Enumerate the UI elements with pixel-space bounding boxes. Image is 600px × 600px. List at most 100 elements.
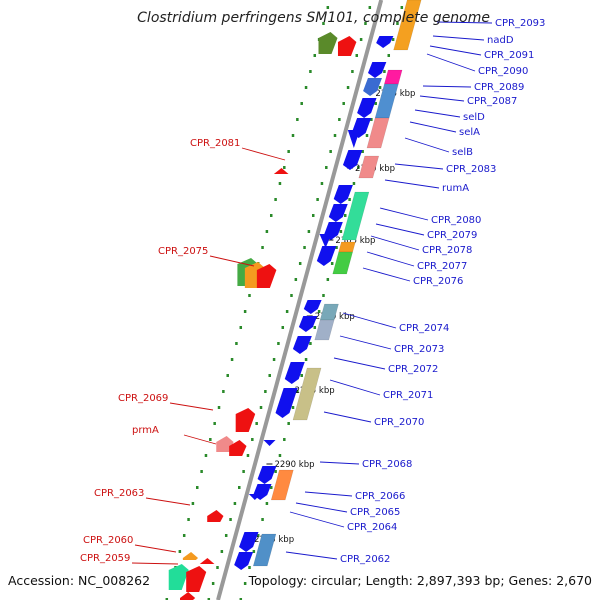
gene-label-forward[interactable]: CPR_2079 (427, 230, 477, 241)
gene-label-reverse[interactable]: CPR_2075 (158, 246, 208, 257)
feature-block[interactable] (252, 533, 277, 567)
forward-gene-arrow[interactable] (292, 336, 312, 354)
forward-gene-arrow[interactable] (257, 466, 277, 484)
reverse-gene-arrow[interactable] (207, 510, 224, 522)
gene-label-forward[interactable]: CPR_2071 (383, 390, 433, 401)
forward-gene-arrow[interactable] (248, 494, 261, 500)
gene-label-forward[interactable]: CPR_2078 (422, 245, 472, 256)
gene-label-forward[interactable]: selA (459, 127, 480, 138)
forward-gene-arrow[interactable] (357, 98, 377, 118)
reverse-gene-arrow[interactable] (229, 440, 247, 456)
reverse-gene-arrow[interactable] (235, 408, 256, 432)
gene-label-forward[interactable]: CPR_2076 (413, 276, 463, 287)
gene-label-forward[interactable]: nadD (487, 35, 514, 46)
feature-block[interactable] (338, 241, 356, 253)
gene-label-forward[interactable]: rumA (442, 183, 469, 194)
gene-label-forward[interactable]: CPR_2093 (495, 18, 545, 29)
track-dot (220, 550, 224, 553)
track-dot (187, 518, 190, 521)
reverse-gene-arrow[interactable] (337, 36, 357, 56)
track-dot (396, 22, 399, 25)
gene-label-reverse[interactable]: prmA (132, 425, 159, 436)
gene-label-reverse[interactable]: CPR_2059 (80, 553, 130, 564)
track-dot (365, 134, 369, 137)
track-dot (182, 534, 186, 537)
reverse-gene-arrow[interactable] (168, 564, 189, 590)
gene-label-forward[interactable]: CPR_2066 (355, 491, 405, 502)
forward-gene-arrow[interactable] (275, 388, 298, 418)
gene-label-forward[interactable]: CPR_2077 (417, 261, 467, 272)
forward-gene-arrow[interactable] (342, 150, 363, 170)
forward-gene-arrow[interactable] (234, 552, 254, 570)
track-dot (304, 86, 308, 89)
reverse-gene-arrow[interactable] (318, 32, 338, 54)
feature-block[interactable] (292, 367, 322, 421)
reverse-gene-arrow[interactable] (186, 566, 207, 592)
gene-label-forward[interactable]: CPR_2073 (394, 344, 444, 355)
forward-track-dots (239, 6, 404, 600)
track-dot (269, 214, 273, 217)
gene-label-forward[interactable]: CPR_2074 (399, 323, 449, 334)
feature-block[interactable] (332, 251, 353, 275)
gene-label-forward[interactable]: CPR_2062 (340, 554, 390, 565)
gene-label-forward[interactable]: CPR_2064 (347, 522, 397, 533)
reverse-gene-arrow[interactable] (256, 264, 277, 288)
gene-label-forward[interactable]: CPR_2068 (362, 459, 412, 470)
track-dot (255, 422, 258, 425)
gene-label-forward[interactable]: CPR_2070 (374, 417, 424, 428)
gene-label-forward[interactable]: selD (463, 112, 485, 123)
reverse-gene-arrow[interactable] (273, 168, 289, 174)
feature-block[interactable] (314, 319, 335, 341)
label-leader-line (342, 312, 397, 329)
track-dot (304, 358, 308, 361)
gene-label-forward[interactable]: CPR_2065 (350, 507, 400, 518)
gene-label-forward[interactable]: CPR_2090 (478, 66, 528, 77)
gene-label-forward[interactable]: CPR_2091 (484, 50, 534, 61)
forward-gene-arrow[interactable] (284, 362, 305, 384)
track-dot (378, 86, 382, 89)
track-dot (330, 262, 334, 265)
forward-gene-arrow[interactable] (347, 130, 360, 148)
track-dot (325, 166, 328, 169)
feature-block[interactable] (341, 191, 370, 241)
gene-label-forward[interactable]: selB (452, 147, 473, 158)
feature-block[interactable] (393, 0, 422, 51)
forward-gene-arrow[interactable] (319, 234, 332, 248)
gene-label-reverse[interactable]: CPR_2081 (190, 138, 240, 149)
gene-label-reverse[interactable]: CPR_2069 (118, 393, 168, 404)
forward-gene-arrow[interactable] (303, 300, 322, 314)
gene-label-forward[interactable]: CPR_2089 (474, 82, 524, 93)
label-leader-line (429, 45, 482, 56)
label-leader-line (183, 434, 217, 445)
forward-gene-arrow[interactable] (367, 62, 387, 78)
gene-label-forward[interactable]: CPR_2072 (388, 364, 438, 375)
forward-gene-arrow[interactable] (363, 78, 382, 96)
gene-label-forward[interactable]: CPR_2083 (446, 164, 496, 175)
feature-block[interactable] (384, 69, 403, 85)
reverse-gene-arrow[interactable] (180, 592, 196, 600)
gene-label-forward[interactable]: CPR_2080 (431, 215, 481, 226)
forward-gene-arrow[interactable] (316, 246, 337, 266)
forward-gene-arrow[interactable] (263, 440, 276, 446)
reverse-gene-arrow[interactable] (182, 552, 199, 560)
forward-gene-arrow[interactable] (298, 316, 318, 332)
feature-block[interactable] (270, 469, 294, 501)
forward-gene-arrow[interactable] (333, 185, 353, 204)
reverse-gene-arrow[interactable] (199, 558, 215, 564)
gene-label-reverse[interactable]: CPR_2063 (94, 488, 144, 499)
track-dot (239, 598, 243, 600)
gene-label-reverse[interactable]: CPR_2060 (83, 535, 133, 546)
forward-gene-arrow[interactable] (376, 36, 394, 48)
feature-block[interactable] (358, 155, 380, 179)
track-dot (261, 518, 264, 521)
track-dot (278, 182, 282, 185)
label-leader-line (304, 491, 353, 497)
track-dot (313, 54, 317, 57)
gene-label-forward[interactable]: CPR_2087 (467, 96, 517, 107)
forward-gene-arrow[interactable] (239, 532, 259, 552)
track-dot (287, 150, 290, 153)
feature-block[interactable] (366, 117, 390, 149)
forward-gene-arrow[interactable] (328, 204, 348, 222)
label-leader-line (134, 544, 177, 553)
